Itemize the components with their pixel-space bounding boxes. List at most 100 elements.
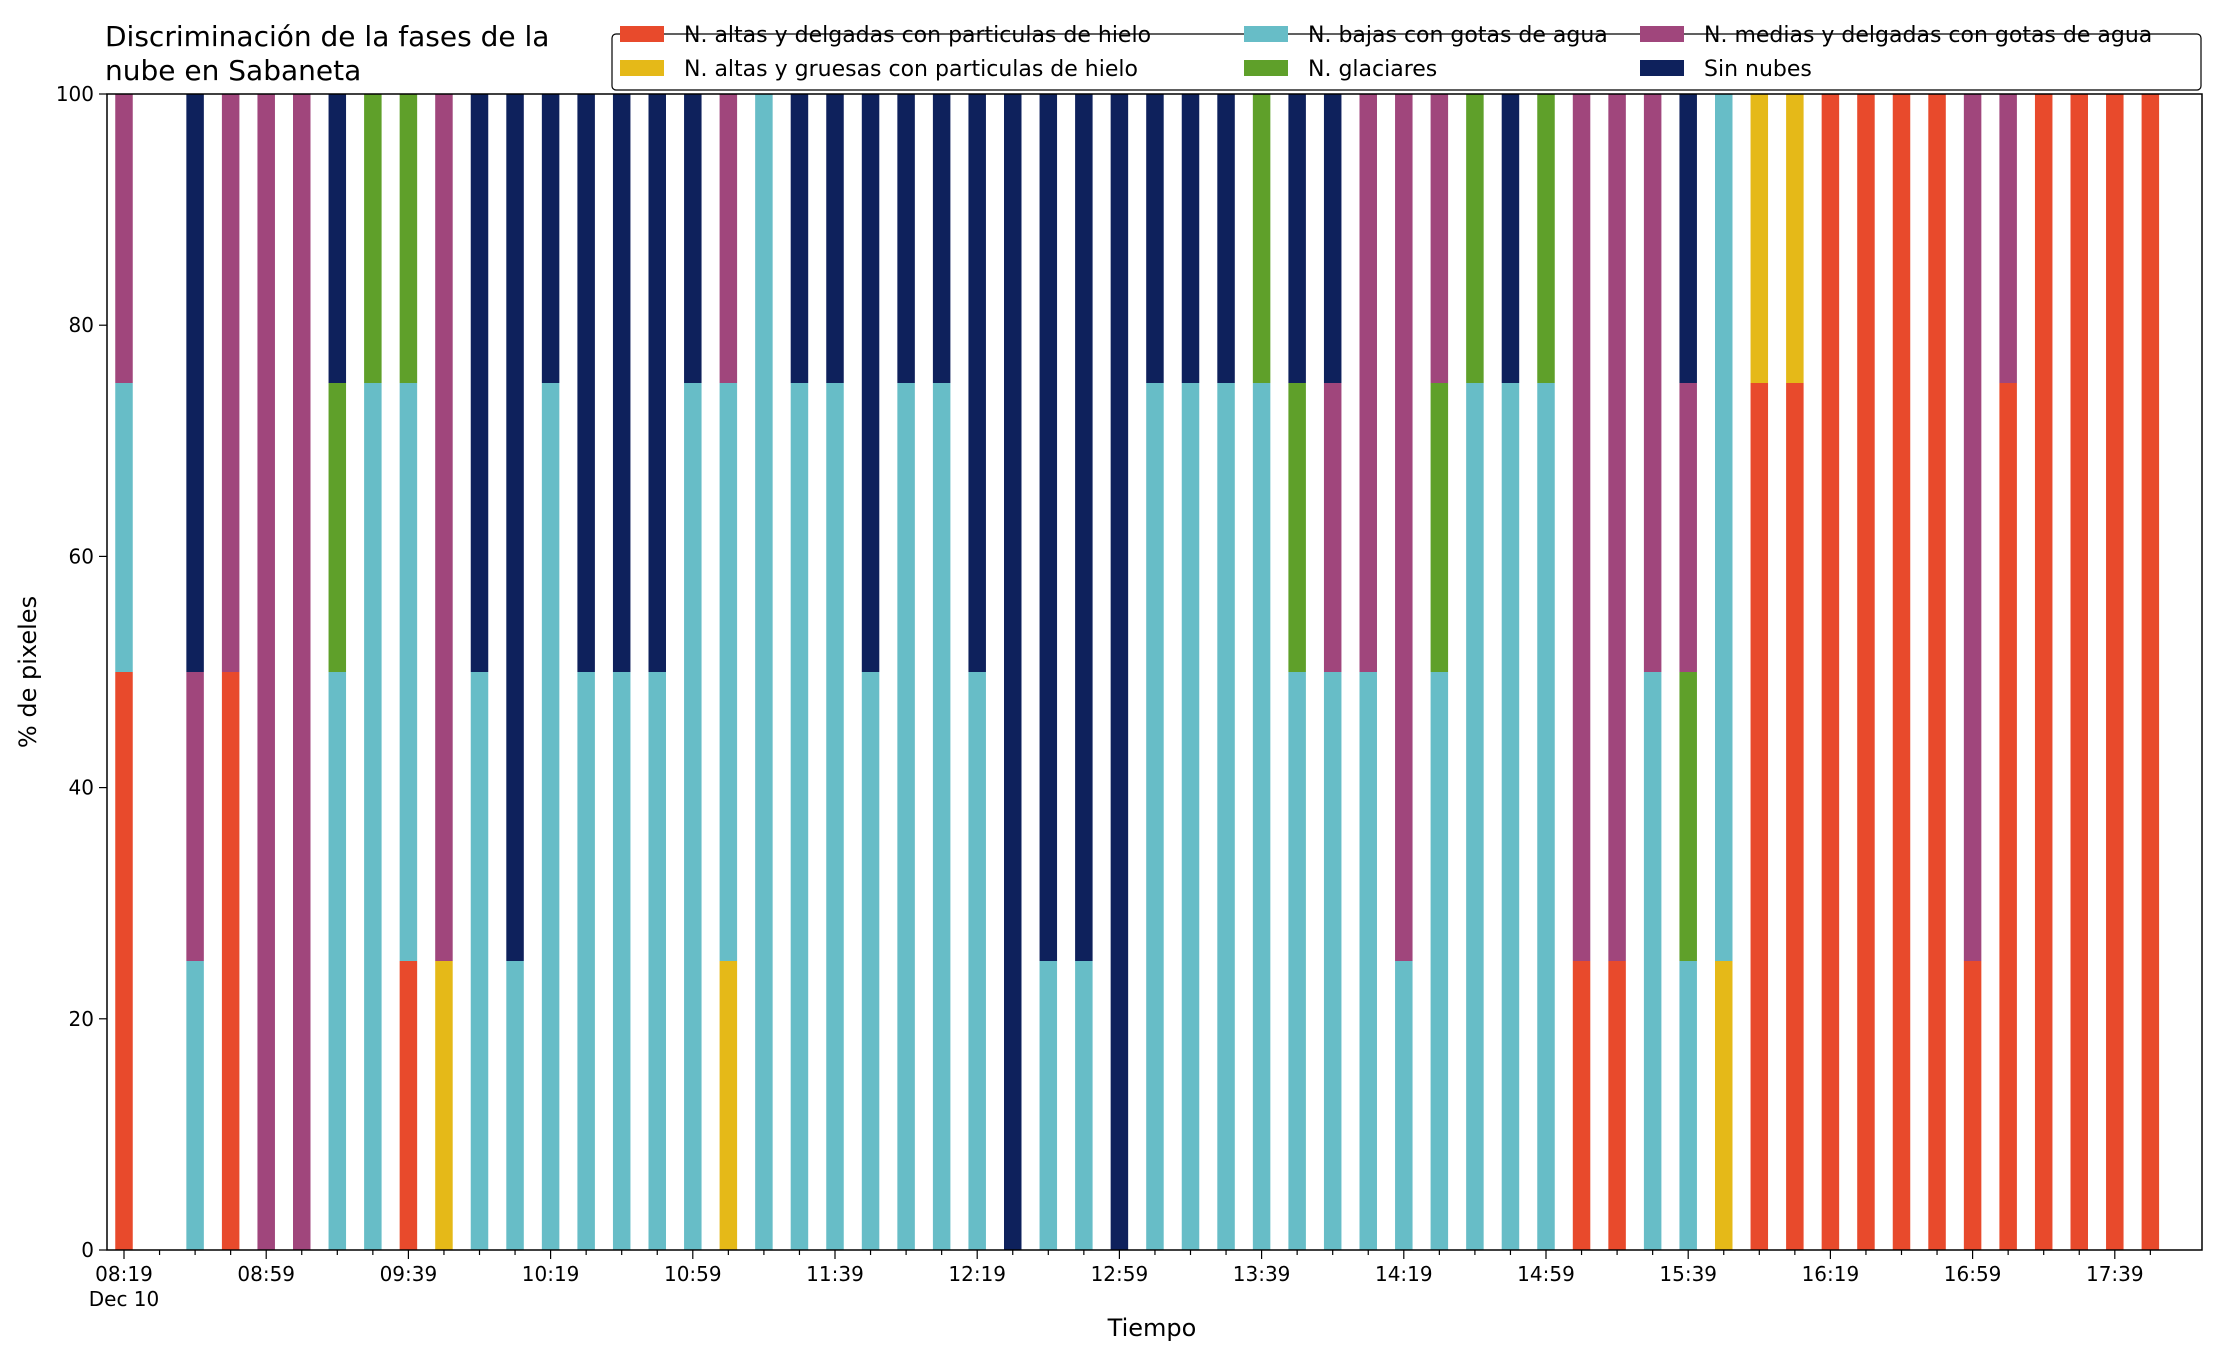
bar-segment-1119-s2 [755,94,773,1250]
bar-segment-1539-s4 [1679,383,1697,672]
bar-segment-1419-s4 [1395,94,1413,961]
bar-segment-1029-s2 [577,672,595,1250]
bar-segment-1059-s5 [684,94,702,383]
bar-segment-1129-s2 [790,383,809,1250]
x-tick-label: 09:39 [380,1262,438,1286]
bar-segment-1139-s2 [826,383,844,1250]
x-axis-title: Tiempo [1107,1314,1197,1342]
bar-segment-1439-s3 [1466,94,1484,383]
bar-segment-1239-s5 [1039,94,1058,961]
legend-swatch [1244,26,1288,42]
bar-segment-0919-s3 [328,383,347,672]
y-tick-label: 80 [69,313,94,337]
x-axis: 08:19 08:59 09:39 10:19 10:59 11:39 12:19 12:59… [89,1250,2151,1311]
bar-segment-1349-s3 [1288,383,1306,672]
bar-segment-0929-s2 [364,383,382,1250]
bar-segment-1449-s5 [1501,94,1520,383]
bar-segment-1359-s5 [1323,94,1342,383]
bar-segment-1409-s4 [1359,94,1377,672]
bars-layer [115,94,2160,1250]
bar-segment-1709-s0 [1999,383,2017,1250]
x-tick-label: 12:59 [1091,1262,1149,1286]
bar-segment-1519-s0 [1608,961,1626,1250]
bar-segment-1449-s2 [1501,383,1520,1250]
bar-segment-1229-s5 [1004,94,1022,1250]
legend-swatch [1640,60,1684,76]
bar-segment-1359-s2 [1323,672,1342,1250]
bar-segment-1059-s2 [684,383,702,1250]
bar-segment-1159-s2 [897,383,915,1250]
bar-segment-1049-s2 [648,672,666,1250]
bar-segment-1249-s2 [1075,961,1093,1250]
bar-segment-0949-s1 [435,961,453,1250]
y-tick-label: 20 [69,1007,94,1031]
legend: N. altas y delgadas con particulas de hi… [611,23,2202,91]
x-tick-label: 13:39 [1233,1262,1291,1286]
bar-segment-1459-s3 [1537,94,1555,383]
x-tick-label: 08:59 [237,1262,295,1286]
bar-segment-1619-s0 [1821,94,1840,1250]
y-axis: 0 20 40 60 80 100 [56,82,107,1262]
legend-label: N. altas y gruesas con particulas de hie… [684,57,1138,82]
bar-segment-1019-s5 [541,94,560,383]
bar-segment-1539-s3 [1679,672,1697,961]
bar-segment-0959-s2 [470,672,489,1250]
bar-segment-1639-s0 [1892,94,1911,1250]
bar-segment-1109-s2 [719,383,738,961]
bar-segment-1429-s2 [1430,672,1449,1250]
bar-segment-1729-s0 [2070,94,2088,1250]
legend-box [611,33,2202,91]
y-tick-label: 0 [81,1238,94,1262]
bar-segment-0909-s4 [293,94,311,1250]
bar-segment-1109-s1 [719,961,738,1250]
bar-segment-1319-s5 [1181,94,1200,383]
y-axis-title: % de pixeles [14,596,42,748]
bar-segment-1659-s4 [1963,94,1982,961]
bar-segment-1429-s3 [1430,383,1449,672]
bar-segment-1559-s0 [1750,383,1769,1250]
x-tick-label: 10:59 [664,1262,722,1286]
bar-segment-1039-s2 [612,672,631,1250]
y-tick-label: 100 [56,82,94,106]
bar-segment-0939-s0 [399,961,418,1250]
bar-segment-1519-s4 [1608,94,1626,961]
bar-segment-0839-s2 [186,961,204,1250]
bar-segment-1419-s2 [1395,961,1413,1250]
bar-segment-1609-s1 [1786,94,1804,383]
bar-segment-1319-s2 [1181,383,1200,1250]
legend-label: Sin nubes [1704,57,1812,82]
bar-segment-1309-s5 [1146,94,1164,383]
bar-segment-0849-s4 [221,94,240,672]
bar-segment-1329-s2 [1217,383,1235,1250]
bar-segment-1649-s0 [1928,94,1946,1250]
bar-segment-1339-s3 [1252,94,1271,383]
bar-segment-1509-s4 [1572,94,1591,961]
bar-segment-1209-s2 [932,383,951,1250]
bar-segment-1529-s2 [1643,672,1662,1250]
bar-segment-1159-s5 [897,94,915,383]
bar-segment-1509-s0 [1572,961,1591,1250]
bar-segment-1029-s5 [577,94,595,672]
x-tick-label: 15:39 [1659,1262,1717,1286]
legend-label: N. glaciares [1308,57,1437,82]
bar-segment-1739-s0 [2106,94,2124,1250]
bar-segment-1039-s5 [612,94,631,672]
bar-segment-1549-s2 [1715,94,1733,961]
legend-label: N. altas y delgadas con particulas de hi… [684,23,1151,48]
bar-segment-1009-s5 [506,94,524,961]
bar-segment-0859-s4 [257,94,275,1250]
bar-segment-1339-s2 [1252,383,1271,1250]
bar-segment-1659-s0 [1963,961,1982,1250]
legend-label: N. bajas con gotas de agua [1308,23,1608,48]
bar-segment-1459-s2 [1537,383,1555,1250]
y-tick-label: 40 [69,776,94,800]
bar-segment-1349-s2 [1288,672,1306,1250]
bar-segment-0849-s0 [221,672,240,1250]
x-tick-label: 11:39 [806,1262,864,1286]
bar-segment-1019-s2 [541,383,560,1250]
bar-segment-1539-s5 [1679,94,1697,383]
legend-swatch [620,60,664,76]
x-tick-label: 17:39 [2086,1262,2144,1286]
bar-segment-1209-s5 [932,94,951,383]
bar-segment-1409-s2 [1359,672,1377,1250]
